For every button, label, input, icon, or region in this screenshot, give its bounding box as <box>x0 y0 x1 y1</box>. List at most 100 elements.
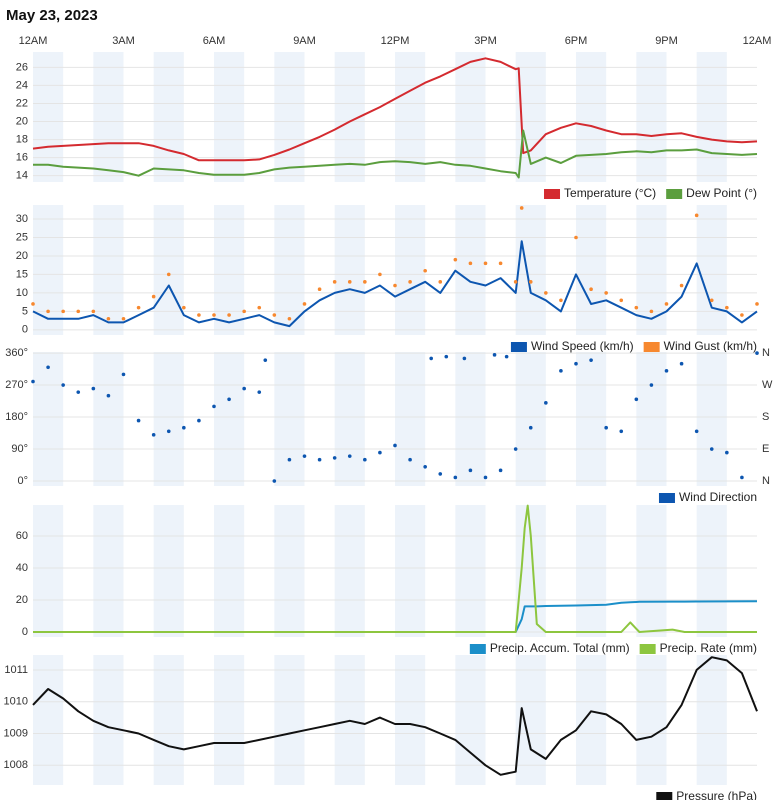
series-line <box>33 129 758 179</box>
point <box>492 353 497 357</box>
point <box>287 316 292 321</box>
hour-band <box>395 352 426 486</box>
legend-swatch <box>510 342 527 352</box>
y-tick-label: 0 <box>22 626 28 638</box>
y-tick-label: 360° <box>5 347 28 359</box>
point <box>725 305 729 310</box>
y-tick-label: 180° <box>5 411 28 423</box>
point <box>61 383 65 387</box>
y-tick-label: 0 <box>22 324 28 336</box>
hour-band <box>93 205 124 335</box>
point <box>664 369 669 373</box>
hour-band <box>576 655 607 785</box>
hour-band <box>153 655 184 785</box>
x-tick-label: 9AM <box>293 35 316 47</box>
x-tick-label: 12PM <box>381 35 410 47</box>
hour-band <box>33 505 64 637</box>
hour-band <box>93 352 124 486</box>
point <box>604 425 608 430</box>
hour-band <box>93 655 124 785</box>
point <box>498 468 503 473</box>
hour-band <box>274 655 305 785</box>
series-line <box>32 656 758 776</box>
legend-label: Temperature (°C) <box>564 186 656 200</box>
point <box>679 283 684 288</box>
point <box>347 280 352 284</box>
x-tick-label: 6PM <box>565 35 588 47</box>
point <box>76 390 81 394</box>
hour-band <box>696 505 727 637</box>
legend-label: Dew Point (°) <box>686 186 757 200</box>
point <box>619 298 624 303</box>
hour-band <box>455 52 486 182</box>
y-tick-label: 40 <box>16 562 28 574</box>
y2-tick-label: E <box>762 443 769 455</box>
point <box>408 457 412 462</box>
point <box>604 291 608 295</box>
x-tick-label: 12AM <box>743 35 772 47</box>
point <box>408 280 412 284</box>
point <box>634 305 639 310</box>
hour-band <box>33 52 64 182</box>
point <box>136 305 141 310</box>
y-tick-label: 1008 <box>4 759 28 771</box>
hour-band <box>153 52 184 182</box>
hour-band <box>636 352 667 486</box>
point <box>544 401 548 405</box>
y-tick-label: 5 <box>22 305 28 317</box>
point <box>197 313 201 317</box>
hour-band <box>515 205 546 335</box>
point <box>227 397 231 402</box>
point <box>559 369 563 373</box>
hour-band <box>576 505 607 637</box>
hour-band <box>334 505 365 637</box>
point <box>528 280 533 284</box>
point <box>242 309 246 314</box>
chart-title: May 23, 2023 <box>6 7 98 24</box>
point <box>423 465 427 469</box>
legend-swatch <box>544 189 561 199</box>
point <box>504 354 509 359</box>
point <box>528 425 533 430</box>
y2-tick-label: N <box>762 475 770 487</box>
hour-band <box>274 505 305 637</box>
hour-band <box>696 52 727 182</box>
point <box>302 454 307 458</box>
point <box>429 356 434 361</box>
point <box>574 361 578 366</box>
y-tick-label: 10 <box>16 287 28 299</box>
y-tick-label: 1011 <box>4 664 28 676</box>
y2-tick-label: W <box>762 379 773 391</box>
legend-swatch <box>656 792 673 800</box>
hour-band <box>696 352 727 486</box>
point <box>679 361 684 366</box>
point <box>263 358 268 362</box>
y2-tick-label: S <box>762 411 769 423</box>
hour-band <box>576 205 607 335</box>
legend-label: Precip. Accum. Total (mm) <box>490 641 630 655</box>
point <box>106 316 111 321</box>
point <box>709 447 714 451</box>
hour-band <box>274 52 305 182</box>
y-tick-label: 0° <box>17 475 28 487</box>
point <box>363 457 367 462</box>
x-tick-label: 9PM <box>655 35 678 47</box>
point <box>519 206 524 210</box>
legend-swatch <box>639 644 656 654</box>
hour-band <box>214 655 245 785</box>
hour-band <box>636 505 667 637</box>
point <box>212 404 216 409</box>
y-tick-label: 16 <box>16 152 28 164</box>
hour-band <box>576 52 607 182</box>
y-tick-label: 1010 <box>4 696 28 708</box>
point <box>483 261 488 266</box>
hour-band <box>153 205 184 335</box>
hour-band <box>395 505 426 637</box>
point <box>272 313 277 317</box>
legend-swatch <box>658 493 675 503</box>
x-tick-label: 3PM <box>474 35 497 47</box>
point <box>649 383 654 387</box>
point <box>740 475 744 480</box>
point <box>694 213 699 218</box>
